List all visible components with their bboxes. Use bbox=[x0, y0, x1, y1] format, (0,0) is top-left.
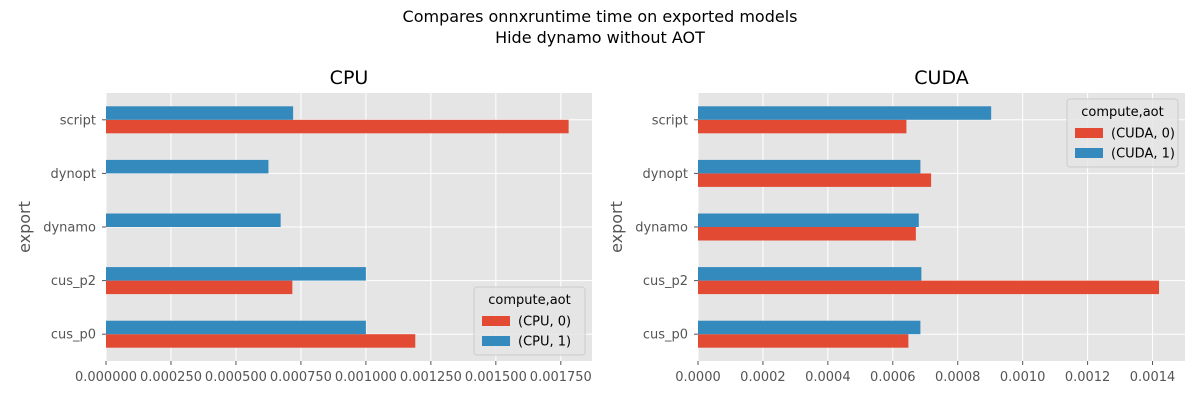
bar-cuda-0-dynopt bbox=[698, 173, 932, 187]
y-tick-label-dynopt: dynopt bbox=[643, 167, 689, 182]
x-tick-label: 0.001750 bbox=[530, 370, 592, 385]
bar-cpu-0-cus-p0 bbox=[106, 334, 416, 348]
cpu-y-tick-labels: cus_p0 cus_p2 dynamo dynopt script bbox=[43, 113, 106, 343]
x-tick-label: 0.000250 bbox=[140, 370, 202, 385]
bar-cuda-1-dynopt bbox=[698, 159, 921, 174]
bar-cpu-1-dynamo bbox=[106, 213, 281, 227]
cpu-legend-label-cpu-1: (CPU, 1) bbox=[518, 335, 571, 350]
y-tick-label-cus-p0: cus_p0 bbox=[643, 328, 688, 343]
y-tick-label-dynopt: dynopt bbox=[51, 167, 97, 182]
cpu-y-axis-label: export bbox=[15, 201, 34, 253]
cpu-x-tick-labels: 0.000000 0.000250 0.000500 0.000750 0.001000… bbox=[75, 361, 592, 385]
bar-cpu-0-script bbox=[106, 119, 569, 134]
cuda-bars bbox=[698, 106, 1160, 348]
x-tick-label: 0.000750 bbox=[270, 370, 332, 385]
cpu-legend-title: compute,aot bbox=[488, 293, 571, 308]
bar-cpu-1-dynopt bbox=[106, 159, 269, 174]
y-tick-label-dynamo: dynamo bbox=[43, 221, 96, 236]
x-tick-label: 0.0014 bbox=[1130, 370, 1176, 385]
cuda-panel-title: CUDA bbox=[914, 67, 968, 89]
y-tick-label-dynamo: dynamo bbox=[635, 221, 688, 236]
bar-cpu-1-cus-p0 bbox=[106, 320, 366, 335]
cuda-legend-title: compute,aot bbox=[1081, 105, 1164, 120]
x-tick-label: 0.0012 bbox=[1065, 370, 1111, 385]
bar-cuda-0-dynamo bbox=[698, 227, 916, 241]
cuda-x-tick-labels: 0.0000 0.0002 0.0004 0.0006 0.0008 0.0010 0.00… bbox=[675, 361, 1175, 385]
bar-cpu-1-script bbox=[106, 106, 294, 120]
figure-title-line-2: Hide dynamo without AOT bbox=[495, 28, 705, 47]
cuda-legend-label-cuda-0: (CUDA, 0) bbox=[1111, 127, 1175, 142]
cuda-legend: compute,aot (CUDA, 0) (CUDA, 1) bbox=[1066, 98, 1179, 168]
x-tick-label: 0.0008 bbox=[935, 370, 981, 385]
figure-title-line-1: Compares onnxruntime time on exported mo… bbox=[403, 7, 798, 26]
x-tick-label: 0.0004 bbox=[805, 370, 851, 385]
x-tick-label: 0.0000 bbox=[675, 370, 721, 385]
cpu-legend-swatch-cpu-0 bbox=[482, 316, 510, 326]
cpu-legend-label-cpu-0: (CPU, 0) bbox=[518, 315, 571, 330]
x-tick-label: 0.000000 bbox=[75, 370, 137, 385]
bar-cuda-0-cus-p0 bbox=[698, 334, 909, 348]
x-tick-label: 0.001500 bbox=[465, 370, 527, 385]
x-tick-label: 0.0002 bbox=[740, 370, 786, 385]
y-tick-label-script: script bbox=[60, 113, 96, 128]
bar-cuda-1-dynamo bbox=[698, 213, 919, 227]
cuda-y-tick-labels: cus_p0 cus_p2 dynamo dynopt script bbox=[635, 113, 698, 343]
y-tick-label-cus-p2: cus_p2 bbox=[643, 274, 688, 289]
x-tick-label: 0.0006 bbox=[870, 370, 916, 385]
bar-cuda-1-script bbox=[698, 106, 992, 120]
y-tick-label-script: script bbox=[652, 113, 688, 128]
x-tick-label: 0.000500 bbox=[205, 370, 267, 385]
cuda-legend-swatch-cuda-1 bbox=[1075, 148, 1103, 158]
cpu-legend: compute,aot (CPU, 0) (CPU, 1) bbox=[473, 286, 586, 356]
bar-cuda-0-script bbox=[698, 119, 907, 134]
x-tick-label: 0.0010 bbox=[1000, 370, 1046, 385]
x-tick-label: 0.001000 bbox=[335, 370, 397, 385]
x-tick-label: 0.001250 bbox=[400, 370, 462, 385]
cpu-bars bbox=[106, 106, 569, 348]
y-tick-label-cus-p2: cus_p2 bbox=[51, 274, 96, 289]
bar-cuda-1-cus-p0 bbox=[698, 320, 921, 335]
cpu-panel-title: CPU bbox=[330, 67, 369, 89]
cuda-y-axis-label: export bbox=[607, 201, 626, 253]
bar-cuda-0-cus-p2 bbox=[698, 280, 1160, 295]
bar-cpu-0-cus-p2 bbox=[106, 280, 293, 295]
bar-cpu-1-cus-p2 bbox=[106, 267, 366, 281]
cuda-legend-label-cuda-1: (CUDA, 1) bbox=[1111, 147, 1175, 162]
bar-cuda-1-cus-p2 bbox=[698, 267, 922, 281]
y-tick-label-cus-p0: cus_p0 bbox=[51, 328, 96, 343]
cpu-legend-swatch-cpu-1 bbox=[482, 336, 510, 346]
cuda-legend-swatch-cuda-0 bbox=[1075, 128, 1103, 138]
